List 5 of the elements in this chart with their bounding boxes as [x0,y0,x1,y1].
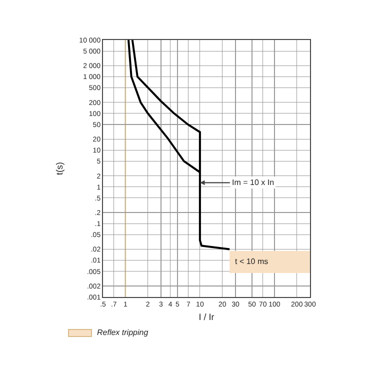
x-axis-title: I / Ir [198,312,214,322]
band-label: t < 10 ms [235,257,268,266]
text: Reflex tripping [97,328,149,337]
annotation: Im = 10 x In [232,178,274,187]
y-axis-title: t(s) [54,162,65,175]
